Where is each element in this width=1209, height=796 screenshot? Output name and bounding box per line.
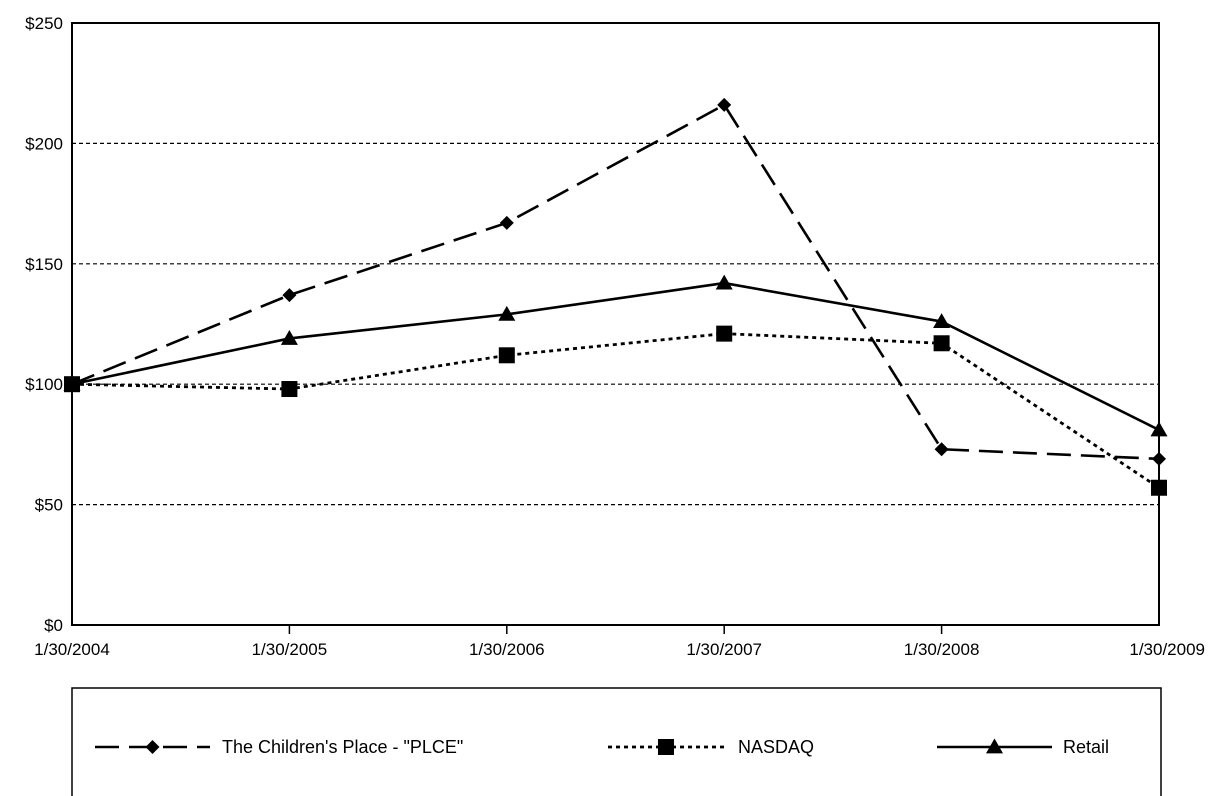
legend-frame bbox=[71, 687, 1162, 796]
square-marker bbox=[498, 347, 515, 364]
series-lines bbox=[63, 97, 1168, 496]
y-tick-label: $250 bbox=[25, 14, 63, 33]
diamond-marker bbox=[934, 442, 949, 457]
legend-item: NASDAQ bbox=[608, 737, 814, 757]
x-tick-label: 1/30/2009 bbox=[1129, 640, 1205, 659]
square-marker bbox=[658, 739, 674, 755]
triangle-marker bbox=[986, 738, 1003, 754]
diamond-marker bbox=[499, 215, 514, 230]
diamond-marker bbox=[145, 740, 160, 754]
diamond-marker bbox=[282, 288, 297, 303]
diamond-marker bbox=[717, 97, 732, 112]
y-axis-tick-labels: $0 $50 $100 $150 $200 $250 bbox=[25, 14, 63, 635]
series-line bbox=[71, 103, 1160, 461]
square-marker bbox=[716, 325, 733, 342]
square-marker bbox=[1151, 479, 1167, 496]
series-triangle bbox=[63, 274, 1168, 437]
legend-label: NASDAQ bbox=[738, 737, 814, 757]
x-axis-tick-labels: 1/30/2004 1/30/2005 1/30/2006 1/30/2007 1/30… bbox=[34, 640, 1205, 659]
series-diamond bbox=[65, 97, 1166, 466]
x-tick-label: 1/30/2007 bbox=[686, 640, 762, 659]
legend-item: Retail bbox=[937, 737, 1109, 757]
y-tick-label: $100 bbox=[25, 375, 63, 394]
x-tick-label: 1/30/2008 bbox=[904, 640, 980, 659]
square-marker bbox=[281, 381, 298, 398]
triangle-marker bbox=[280, 329, 298, 345]
triangle-marker bbox=[1150, 421, 1168, 437]
y-tick-label: $0 bbox=[44, 616, 63, 635]
legend: The Children's Place - "PLCE" NASDAQ Retai… bbox=[71, 687, 1162, 796]
series-line bbox=[71, 281, 1160, 432]
grid-lines bbox=[72, 142, 1159, 506]
triangle-marker bbox=[715, 274, 733, 290]
legend-item: The Children's Place - "PLCE" bbox=[95, 737, 463, 757]
legend-items: The Children's Place - "PLCE" NASDAQ Retai… bbox=[95, 737, 1109, 757]
y-tick-label: $200 bbox=[25, 134, 63, 153]
x-axis-ticks bbox=[288, 625, 943, 634]
y-tick-label: $50 bbox=[35, 496, 63, 515]
diamond-marker bbox=[65, 377, 79, 392]
legend-label: Retail bbox=[1063, 737, 1109, 757]
triangle-marker bbox=[498, 305, 516, 321]
series-line bbox=[71, 332, 1160, 489]
y-tick-label: $150 bbox=[25, 255, 63, 274]
plot-area-frame bbox=[71, 22, 1160, 626]
triangle-marker bbox=[933, 313, 951, 328]
x-tick-label: 1/30/2004 bbox=[34, 640, 110, 659]
x-tick-label: 1/30/2005 bbox=[252, 640, 328, 659]
square-marker bbox=[933, 335, 950, 352]
series-square bbox=[64, 325, 1167, 496]
legend-label: The Children's Place - "PLCE" bbox=[222, 737, 463, 757]
diamond-marker bbox=[1152, 451, 1166, 466]
x-tick-label: 1/30/2006 bbox=[469, 640, 545, 659]
